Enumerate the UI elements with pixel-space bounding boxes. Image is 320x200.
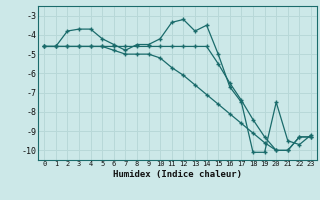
X-axis label: Humidex (Indice chaleur): Humidex (Indice chaleur): [113, 170, 242, 179]
